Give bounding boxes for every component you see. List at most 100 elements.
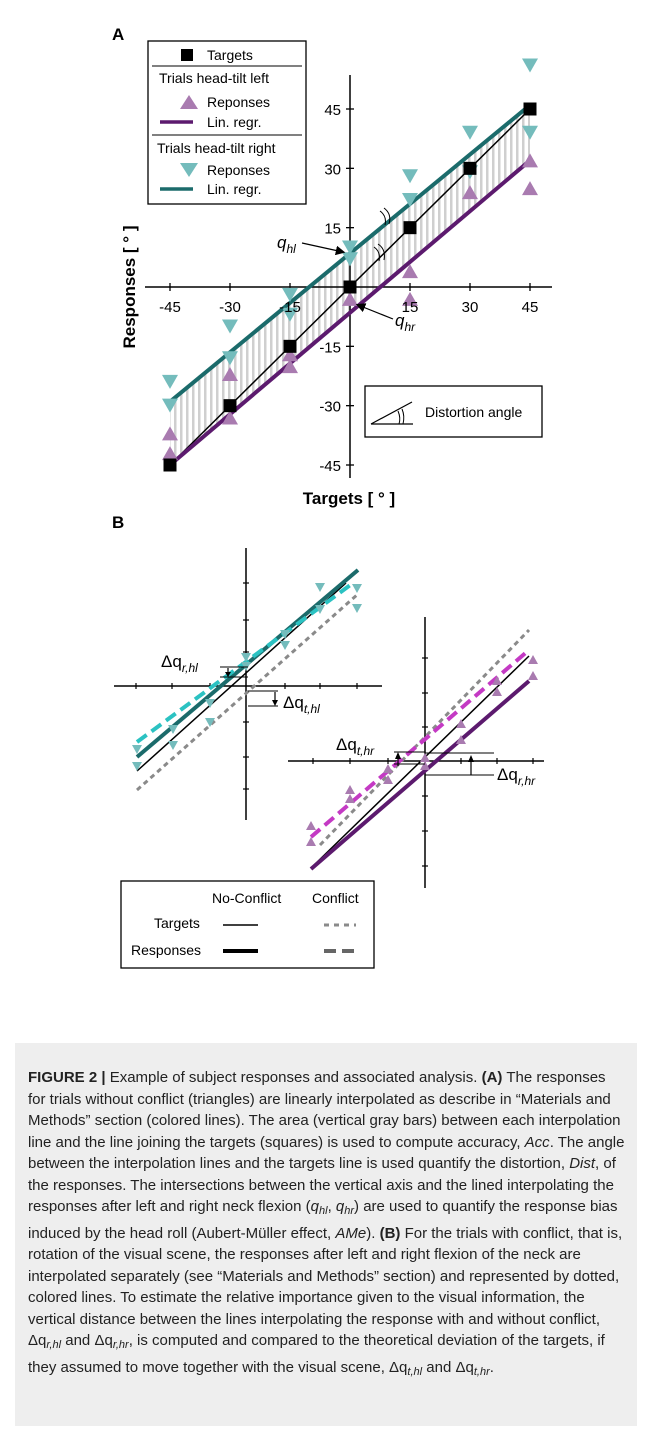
- conflict-marker-right: [492, 676, 502, 685]
- conflict-marker-right: [383, 775, 393, 784]
- panel-a-label: A: [112, 25, 124, 44]
- conflict-marker-right: [306, 837, 316, 846]
- target-marker: [343, 280, 357, 294]
- conflict-marker-left: [205, 718, 215, 727]
- conflict-marker-right: [345, 785, 355, 794]
- target-marker: [463, 161, 477, 175]
- response-marker-left: [222, 410, 238, 425]
- conflict-marker-left: [168, 725, 178, 734]
- dq-t-hl-label: Δqt,hl: [283, 693, 320, 716]
- y-tick-label: 45: [324, 102, 341, 119]
- target-marker: [163, 458, 177, 472]
- legend-reponses-right: Reponses: [207, 162, 270, 178]
- response-marker-right: [522, 58, 538, 73]
- target-marker: [283, 339, 297, 353]
- figure-caption: FIGURE 2 | Example of subject responses …: [28, 1069, 625, 1378]
- distortion-arc-upper-inner: [379, 210, 386, 226]
- legend-panel-a: Targets Trials head-tilt left Reponses L…: [147, 40, 307, 205]
- response-marker-right: [222, 319, 238, 334]
- target-marker: [523, 102, 537, 116]
- response-marker-left: [402, 291, 418, 306]
- caption-title: FIGURE 2 |: [28, 1069, 106, 1086]
- x-tick-label: 30: [462, 299, 479, 316]
- response-marker-left: [402, 264, 418, 279]
- response-marker-right: [402, 192, 418, 207]
- conflict-marker-left: [352, 604, 362, 613]
- distortion-angle-label: Distortion angle: [425, 404, 522, 420]
- response-marker-right: [462, 125, 478, 140]
- y-tick-label: 15: [324, 221, 341, 238]
- conflict-marker-right: [306, 821, 316, 830]
- axis-ticks: [169, 108, 531, 466]
- response-marker-right: [342, 240, 358, 255]
- target-marker: [403, 221, 417, 235]
- conflict-marker-right: [528, 671, 538, 680]
- conflict-marker-left: [315, 583, 325, 592]
- q-hr-arrow: [355, 303, 394, 320]
- y-tick-label: 30: [324, 161, 341, 178]
- response-marker-left: [162, 446, 178, 461]
- response-marker-left: [342, 291, 358, 306]
- legend-target-marker: [181, 49, 193, 61]
- conflict-marker-left: [132, 762, 142, 771]
- response-marker-left: [462, 185, 478, 200]
- response-marker-right: [282, 307, 298, 322]
- response-marker-left: [522, 153, 538, 168]
- legend-group-left: Trials head-tilt left: [159, 70, 269, 86]
- y-tick-label: -45: [319, 458, 341, 475]
- conflict-marker-left: [352, 584, 362, 593]
- conflict-marker-left: [168, 741, 178, 750]
- panel-b-left-plot: Δqr,hl Δqt,hl: [114, 548, 382, 820]
- panel-b-right-plot: Δqt,hr Δqr,hr: [288, 617, 544, 888]
- conflict-marker-right: [345, 794, 355, 803]
- legend-linreg-right: Lin. regr.: [207, 181, 261, 197]
- left-conflict-target-line: [136, 592, 359, 792]
- y-tick-label: -15: [319, 339, 341, 356]
- response-marker-left: [222, 367, 238, 382]
- data-markers: [162, 58, 538, 472]
- x-tick-label: -30: [219, 299, 241, 316]
- dq-r-hl-label: Δqr,hl: [161, 652, 198, 675]
- dq-t-hr-label: Δqt,hr: [336, 735, 375, 758]
- conflict-marker-left: [315, 605, 325, 614]
- x-tick-label: 15: [402, 299, 419, 316]
- response-marker-right: [162, 398, 178, 413]
- response-marker-right: [282, 287, 298, 302]
- conflict-marker-right: [456, 719, 466, 728]
- distortion-angle-box: Distortion angle: [364, 385, 543, 438]
- conflict-marker-right: [383, 764, 393, 773]
- legend-row-targets: Targets: [154, 915, 200, 931]
- panel-b-label: B: [112, 513, 124, 532]
- distortion-arc-lower: [377, 243, 385, 261]
- right-response-line: [309, 679, 531, 871]
- dq-r-hr-label: Δqr,hr: [497, 765, 536, 788]
- conflict-marker-left: [280, 630, 290, 639]
- legend-panel-b: No-Conflict Conflict Targets Responses: [120, 880, 375, 969]
- q-hl-arrow: [301, 242, 346, 256]
- tick-labels: -45 -30 -15 15 30 45 45 30 15 -15 -30 -45: [159, 102, 538, 475]
- conflict-marker-left: [205, 699, 215, 708]
- distortion-arc-upper: [383, 207, 391, 225]
- x-tick-label: -15: [279, 299, 301, 316]
- distortion-arc-lower-inner: [373, 246, 380, 262]
- response-marker-left: [522, 181, 538, 196]
- response-marker-right: [402, 169, 418, 184]
- conflict-marker-left: [280, 641, 290, 650]
- legend-reponses-left: Reponses: [207, 94, 270, 110]
- legend-linreg-left: Lin. regr.: [207, 114, 261, 130]
- conflict-marker-right: [492, 687, 502, 696]
- response-marker-right: [222, 351, 238, 366]
- x-tick-label: -45: [159, 299, 181, 316]
- legend-targets: Targets: [207, 47, 253, 63]
- x-axis-title: Targets [ ° ]: [303, 489, 395, 508]
- target-marker: [223, 399, 237, 413]
- legend-col-noconflict: No-Conflict: [212, 890, 281, 906]
- response-marker-right: [522, 125, 538, 140]
- legend-left-triangle: [180, 95, 198, 109]
- legend-col-conflict: Conflict: [312, 890, 359, 906]
- panel-a-plot: -45 -30 -15 15 30 45 45 30 15 -15 -30 -45 qhl qhr: [145, 58, 552, 478]
- right-conflict-target-line: [318, 628, 531, 847]
- conflict-marker-left: [132, 745, 142, 754]
- conflict-marker-right: [456, 735, 466, 744]
